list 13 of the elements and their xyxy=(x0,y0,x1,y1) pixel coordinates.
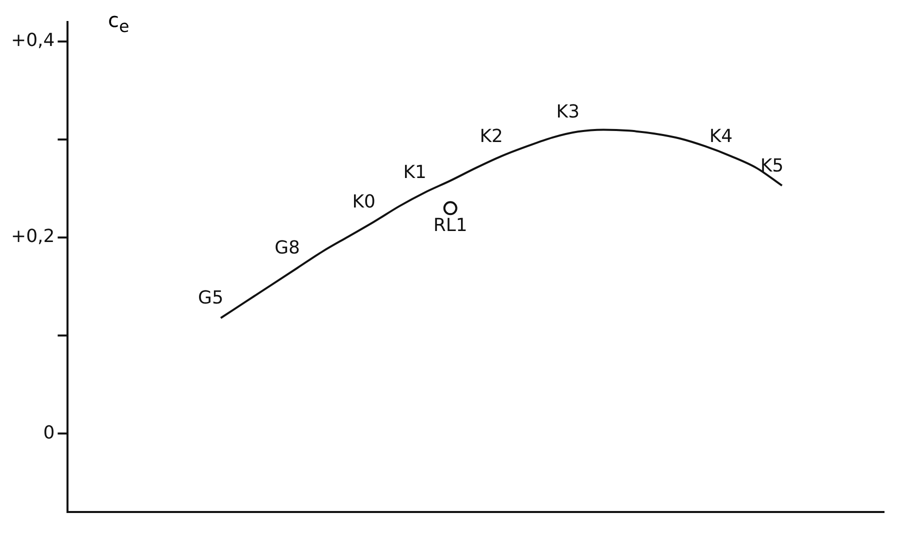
y-tick-label: +0,4 xyxy=(10,30,55,52)
data-label: K3 xyxy=(556,101,580,122)
data-label: K2 xyxy=(480,126,503,147)
y-tick-label: 0 xyxy=(43,422,55,444)
data-label: G8 xyxy=(274,238,300,259)
data-label: G5 xyxy=(198,288,224,309)
data-label: RL1 xyxy=(433,214,468,236)
data-label: K0 xyxy=(352,192,376,213)
y-axis-title: c$_{e}$ xyxy=(108,8,130,36)
data-label: K5 xyxy=(760,155,784,176)
data-label: K4 xyxy=(709,126,733,147)
y-tick-label: +0,2 xyxy=(10,226,55,248)
data-label: K1 xyxy=(403,162,426,184)
